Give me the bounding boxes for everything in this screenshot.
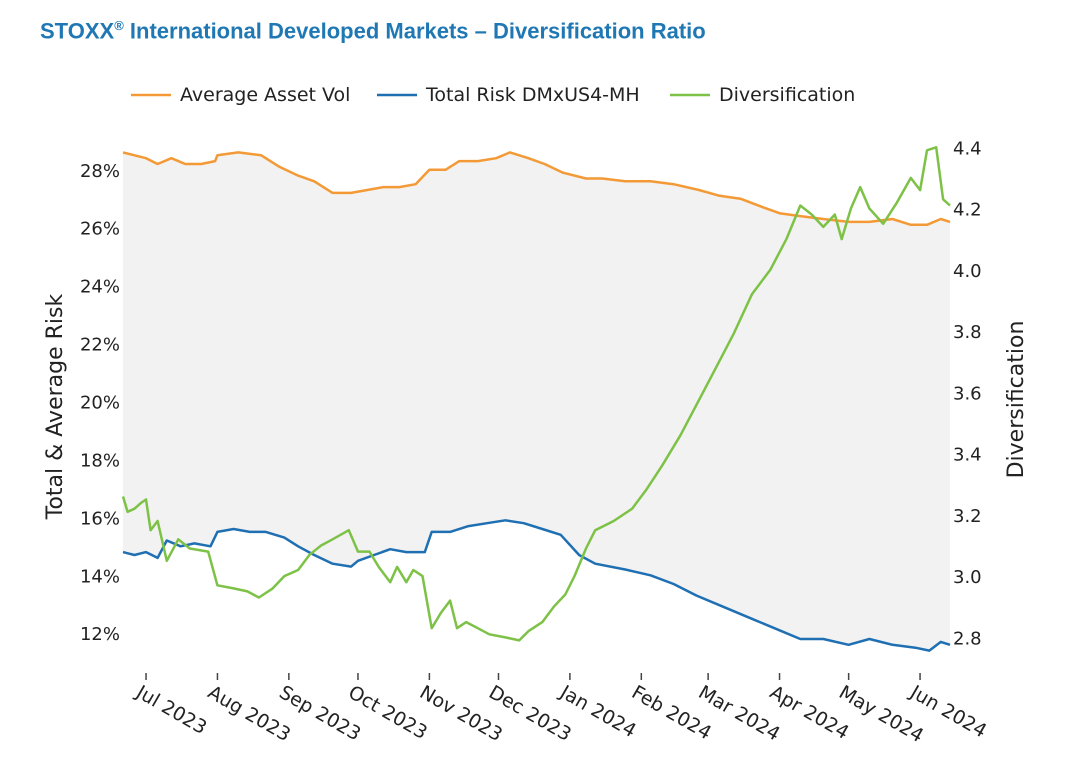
x-tick-label: Jul 2023: [132, 681, 211, 739]
title-rest: International Developed Markets – Divers…: [123, 18, 706, 44]
y2-tick-label: 3.6: [953, 383, 982, 404]
y2-tick-label: 3.0: [953, 567, 982, 588]
y2-tick-label: 4.4: [953, 138, 982, 159]
title-brand: STOXX: [40, 18, 115, 44]
y-axis-title: Total & Average Risk: [43, 294, 68, 521]
y-tick-label: 26%: [80, 219, 120, 240]
y-tick-label: 12%: [80, 624, 120, 645]
y-tick-label: 22%: [80, 335, 120, 356]
line-total-risk: [122, 519, 951, 652]
y2-tick-label: 3.2: [953, 506, 982, 527]
y2-tick-label: 2.8: [953, 628, 982, 649]
legend-average-asset-vol-label: Average Asset Vol: [180, 84, 350, 106]
y2-axis-title: Diversification: [1004, 321, 1029, 479]
line-average-asset-vol: [122, 151, 951, 227]
y-tick-label: 28%: [80, 161, 120, 182]
y2-tick-label: 3.8: [953, 322, 982, 343]
y-tick-label: 14%: [80, 566, 120, 587]
y2-tick-label: 4.0: [953, 261, 982, 282]
legend-diversification-label: Diversification: [719, 84, 855, 106]
line-diversification: [121, 146, 951, 642]
y-tick-label: 20%: [80, 393, 120, 414]
y-tick-label: 18%: [80, 450, 120, 471]
title-registered-mark: ®: [114, 18, 124, 33]
y2-tick-label: 3.4: [953, 445, 982, 466]
y2-tick-label: 4.2: [953, 200, 982, 221]
legend-total-risk-label: Total Risk DMxUS4-MH: [425, 84, 640, 106]
y-tick-label: 24%: [80, 277, 120, 298]
chart-title: STOXX® International Developed Markets –…: [40, 18, 706, 44]
y-tick-label: 16%: [80, 508, 120, 529]
risk-band-fill: [123, 152, 950, 651]
